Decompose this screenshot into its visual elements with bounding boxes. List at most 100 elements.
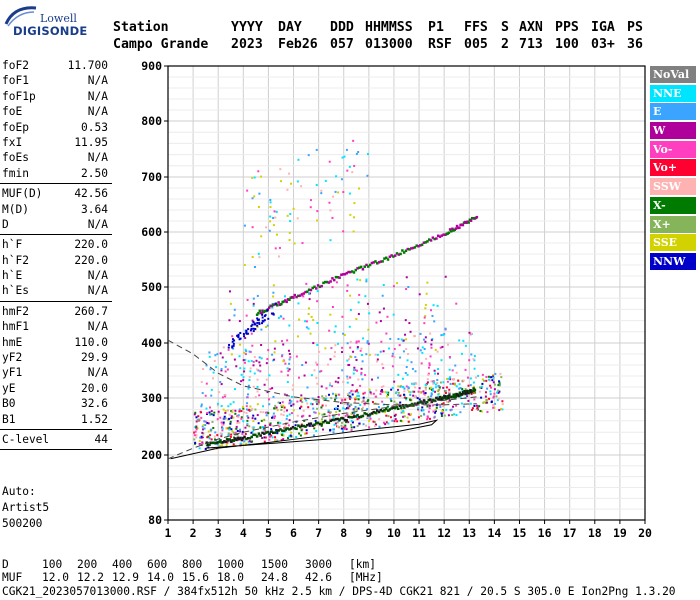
echo-dot	[229, 435, 232, 438]
echo-dot	[446, 380, 449, 383]
param-separator	[0, 300, 112, 302]
echo-dot	[313, 411, 316, 414]
trace-dot	[302, 292, 305, 295]
trace-dot	[322, 281, 325, 285]
echo-dot	[454, 364, 457, 367]
echo-dot	[389, 337, 392, 340]
trace-dot	[212, 441, 215, 445]
trace-dot	[241, 436, 245, 440]
echo-dot	[321, 413, 324, 416]
trace-dot	[345, 271, 349, 275]
x-tick-label: 17	[563, 526, 577, 540]
trace-dot	[453, 396, 456, 399]
echo-dot	[207, 430, 210, 433]
echo-dot	[405, 398, 408, 401]
trace-dot	[376, 409, 379, 412]
echo-dot	[231, 430, 234, 433]
echo-dot	[230, 416, 233, 419]
echo-dot	[350, 429, 353, 432]
echo-dot	[253, 322, 256, 325]
echo-dot	[405, 397, 408, 400]
echo-dot	[286, 414, 289, 417]
echo-dot	[239, 343, 242, 346]
trace-dot	[469, 389, 472, 392]
muf-value: 12.2	[77, 571, 104, 584]
echo-dot	[263, 436, 266, 439]
echo-dot	[335, 407, 338, 410]
echo-dot	[355, 152, 358, 155]
echo-dot	[332, 416, 335, 419]
echo-dot	[346, 359, 349, 362]
echo-dot	[271, 387, 274, 390]
echo-dot	[316, 343, 319, 346]
echo-dot	[371, 401, 374, 404]
echo-dot	[428, 364, 431, 367]
echo-dot	[403, 415, 406, 418]
echo-dot	[335, 394, 338, 397]
echo-dot	[286, 437, 289, 440]
echo-dot	[455, 371, 458, 374]
echo-dot	[353, 412, 356, 415]
trace-dot	[220, 441, 223, 444]
echo-dot	[260, 235, 263, 238]
echo-dot	[270, 434, 273, 437]
echo-dot	[349, 396, 352, 399]
trace-dot	[322, 420, 325, 424]
echo-dot	[239, 367, 242, 370]
echo-dot	[316, 403, 319, 406]
echo-dot	[231, 409, 234, 412]
trace-dot	[400, 406, 403, 409]
trace-dot	[313, 423, 316, 427]
echo-dot	[280, 439, 283, 442]
echo-dot	[285, 427, 288, 430]
echo-dot	[360, 371, 363, 374]
trace-dot	[461, 223, 465, 227]
echo-dot	[412, 394, 415, 397]
echo-dot	[256, 414, 259, 417]
d-value: 3000	[305, 558, 332, 571]
echo-dot	[208, 437, 211, 440]
echo-dot	[225, 444, 228, 447]
echo-dot	[282, 360, 285, 363]
echo-dot	[351, 393, 354, 396]
echo-dot	[358, 422, 361, 425]
echo-dot	[470, 353, 473, 356]
echo-dot	[251, 197, 254, 200]
echo-dot	[308, 414, 311, 417]
trace-dot	[340, 273, 343, 276]
echo-dot	[245, 314, 248, 317]
echo-dot	[201, 442, 204, 445]
echo-dot	[333, 428, 336, 431]
echo-dot	[248, 350, 251, 353]
echo-dot	[204, 448, 207, 451]
echo-dot	[311, 403, 314, 406]
param-row: foF2 11.700	[0, 58, 112, 73]
echo-dot	[199, 443, 202, 446]
y-tick-label: 200	[141, 448, 162, 462]
echo-dot	[288, 231, 291, 234]
echo-dot	[246, 424, 249, 427]
param-label: yF1	[2, 366, 23, 380]
echo-dot	[368, 426, 371, 429]
echo-dot	[380, 389, 383, 392]
echo-dot	[241, 406, 244, 409]
hdr-value-10: 03+	[591, 37, 615, 52]
echo-dot	[316, 382, 319, 385]
echo-dot	[283, 406, 286, 409]
echo-dot	[428, 362, 431, 365]
echo-dot	[298, 318, 301, 321]
echo-dot	[252, 364, 255, 367]
echo-dot	[317, 399, 320, 402]
echo-dot	[258, 321, 261, 324]
echo-dot	[449, 408, 452, 411]
trace-dot	[406, 247, 409, 251]
echo-dot	[380, 390, 383, 393]
hdr-value-3: 057	[330, 37, 354, 52]
echo-dot	[434, 372, 437, 375]
echo-dot	[397, 394, 400, 397]
echo-dot	[305, 282, 308, 285]
legend: NoVal NNE E W Vo- Vo+ SSW X- X+ SSE NNW	[650, 66, 696, 272]
echo-dot	[349, 294, 352, 297]
echo-dot	[290, 431, 293, 434]
trace-dot	[248, 437, 252, 440]
